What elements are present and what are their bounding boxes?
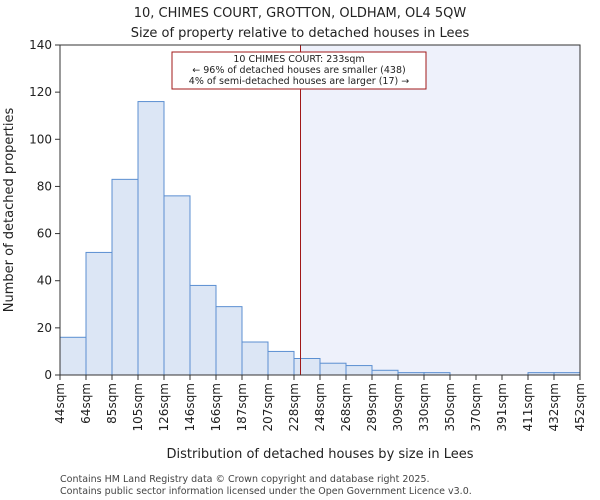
x-tick-label: 166sqm xyxy=(209,383,223,431)
x-tick-label: 268sqm xyxy=(339,383,353,431)
y-tick-label: 80 xyxy=(37,179,52,193)
bar-289sqm xyxy=(371,369,399,376)
annotation-line-1: 10 CHIMES COURT: 233sqm xyxy=(233,54,364,65)
bar-105sqm xyxy=(137,101,165,376)
bar-268sqm xyxy=(345,365,373,376)
highlight-region xyxy=(300,45,580,375)
footer-line-2: Contains public sector information licen… xyxy=(60,486,472,497)
x-tick-label: 411sqm xyxy=(521,383,535,431)
x-tick-label: 146sqm xyxy=(183,383,197,431)
x-tick-label: 432sqm xyxy=(547,383,561,431)
bar-187sqm xyxy=(241,341,269,376)
bars xyxy=(59,101,581,376)
bar-44sqm xyxy=(59,336,87,376)
bar-126sqm xyxy=(163,195,191,376)
y-tick-label: 100 xyxy=(29,132,52,146)
bar-228sqm xyxy=(293,358,321,376)
x-tick-label: 330sqm xyxy=(417,383,431,431)
x-axis-label: Distribution of detached houses by size … xyxy=(166,447,473,462)
bar-85sqm xyxy=(111,178,139,376)
y-tick-label: 0 xyxy=(44,368,52,382)
bar-166sqm xyxy=(215,306,243,376)
annotation-frame xyxy=(171,51,427,90)
y-axis-ticks: 0 20 40 60 80 100 120 140 xyxy=(29,38,60,382)
x-tick-label: 289sqm xyxy=(365,383,379,431)
x-tick-label: 85sqm xyxy=(105,383,119,424)
x-tick-label: 64sqm xyxy=(79,383,93,424)
y-tick-label: 120 xyxy=(29,85,52,99)
chart-subtitle: Size of property relative to detached ho… xyxy=(131,26,470,41)
y-axis-label: Number of detached properties xyxy=(2,108,17,313)
annotation-box: 10 CHIMES COURT: 233sqm ← 96% of detache… xyxy=(171,51,427,90)
y-tick-label: 40 xyxy=(37,274,52,288)
x-tick-label: 105sqm xyxy=(131,383,145,431)
x-tick-label: 248sqm xyxy=(313,383,327,431)
chart-title: 10, CHIMES COURT, GROTTON, OLDHAM, OL4 5… xyxy=(134,6,467,21)
x-tick-label: 452sqm xyxy=(573,383,587,431)
bar-64sqm xyxy=(85,251,113,376)
bar-146sqm xyxy=(189,284,217,376)
x-tick-label: 350sqm xyxy=(443,383,457,431)
bar-207sqm xyxy=(267,350,295,376)
annotation-line-3: 4% of semi-detached houses are larger (1… xyxy=(189,76,409,87)
x-tick-label: 126sqm xyxy=(157,383,171,431)
x-tick-label: 228sqm xyxy=(287,383,301,431)
footer-line-1: Contains HM Land Registry data © Crown c… xyxy=(60,474,430,485)
y-tick-label: 20 xyxy=(37,321,52,335)
x-tick-label: 187sqm xyxy=(235,383,249,431)
bar-248sqm xyxy=(319,362,347,376)
x-tick-label: 44sqm xyxy=(53,383,67,424)
x-tick-label: 207sqm xyxy=(261,383,275,431)
y-tick-label: 140 xyxy=(29,38,52,52)
x-tick-label: 391sqm xyxy=(495,383,509,431)
x-axis-ticks: 44sqm 64sqm 85sqm 105sqm 126sqm 146sqm 166sqm 1… xyxy=(53,375,587,431)
x-tick-label: 309sqm xyxy=(391,383,405,431)
annotation-line-2: ← 96% of detached houses are smaller (43… xyxy=(192,65,405,76)
x-tick-label: 370sqm xyxy=(469,383,483,431)
y-tick-label: 60 xyxy=(37,227,52,241)
